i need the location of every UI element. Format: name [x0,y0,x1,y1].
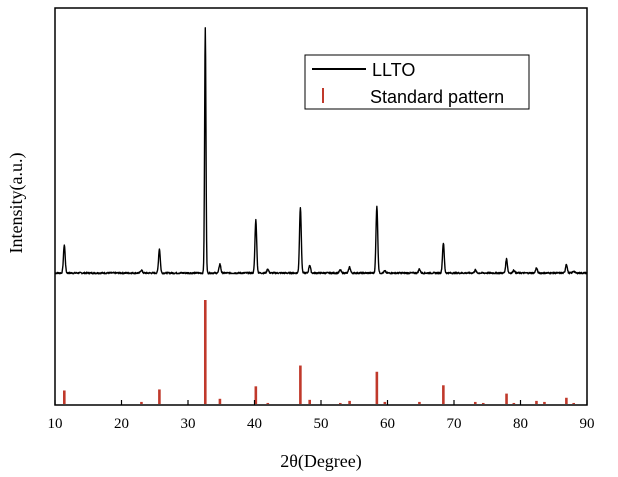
x-tick-label: 10 [48,416,63,432]
x-tick-label: 20 [114,416,129,432]
x-tick-label: 90 [580,416,595,432]
x-tick-label: 40 [247,416,262,432]
legend-label-standard-pattern: Standard pattern [370,87,504,107]
x-tick-label: 80 [513,416,528,432]
standard-pattern-series [63,300,576,404]
y-axis-label: Intensity(a.u.) [6,153,27,254]
x-axis-ticks: 10 20 30 40 50 60 70 80 90 [48,400,595,432]
x-tick-label: 60 [380,416,395,432]
x-tick-label: 70 [447,416,462,432]
legend: LLTO Standard pattern [304,54,530,110]
x-tick-label: 30 [181,416,196,432]
legend-label-llto: LLTO [372,60,415,80]
llto-series-line [54,27,588,275]
x-axis-label: 2θ(Degree) [280,451,362,472]
x-tick-label: 50 [314,416,329,432]
legend-frame [304,54,530,110]
